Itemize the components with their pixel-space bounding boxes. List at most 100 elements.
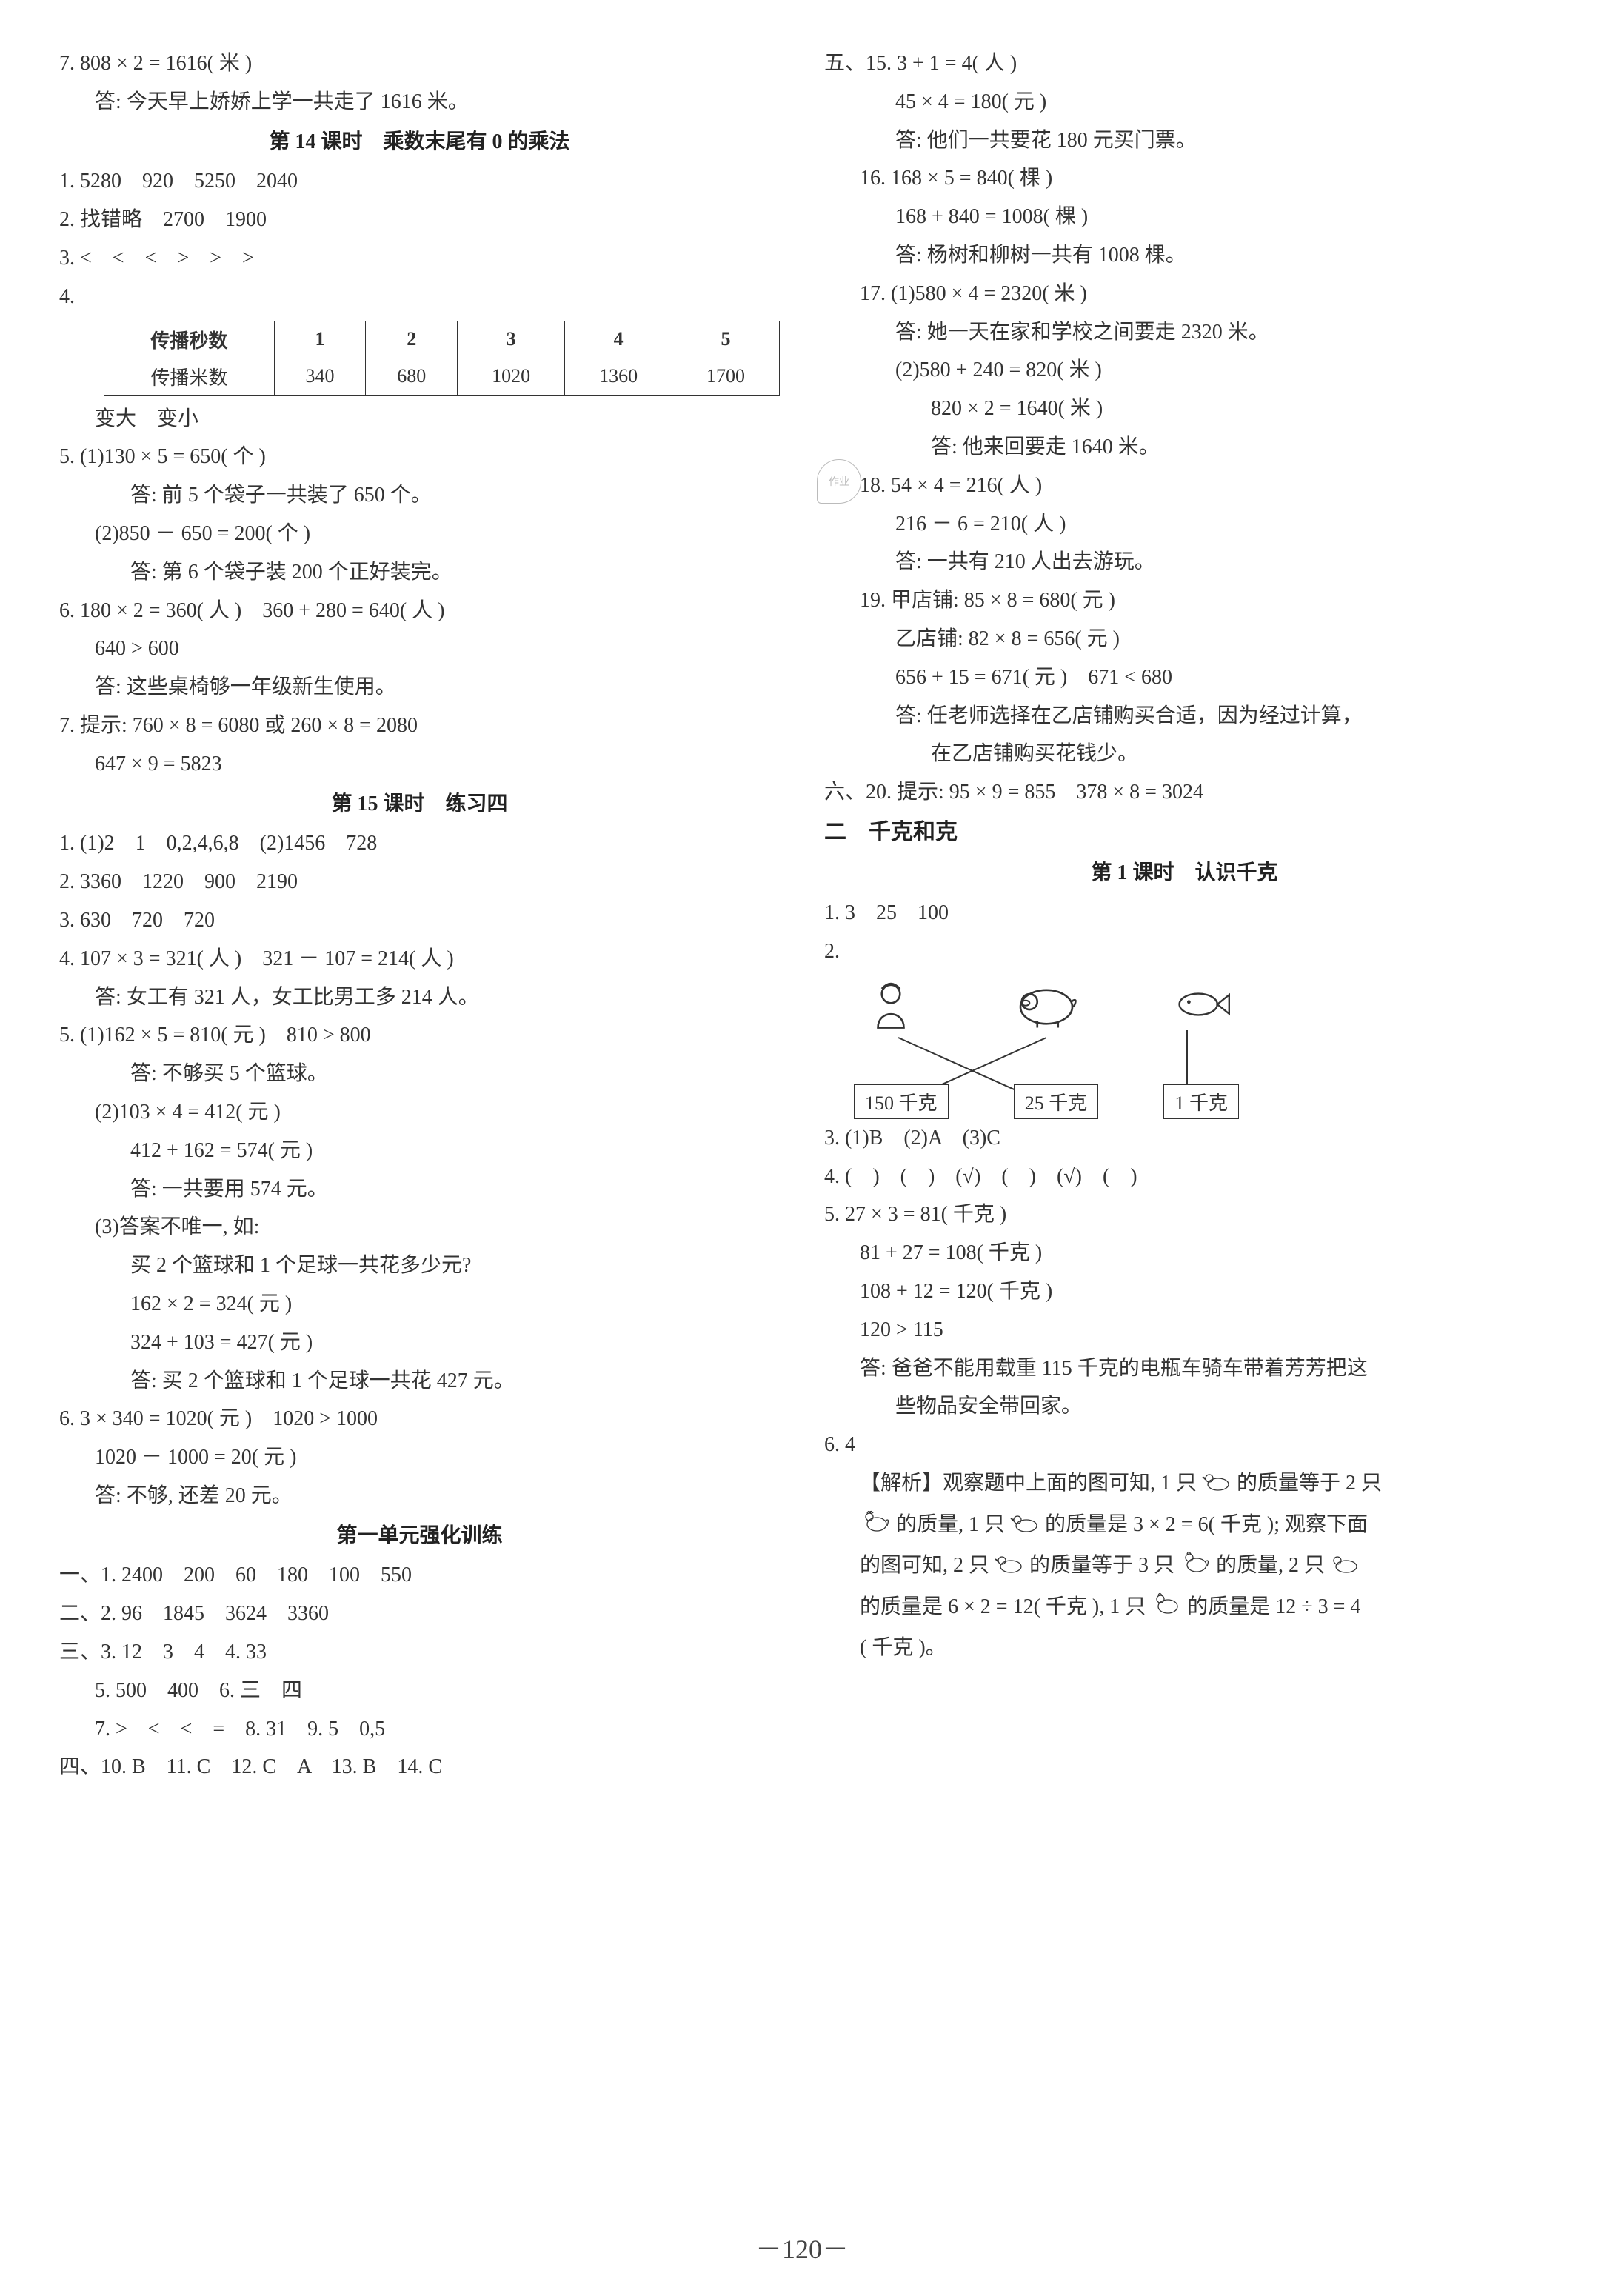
propagation-table: 传播秒数 1 2 3 4 5 传播米数 340 680 1020 1360 17… <box>104 321 780 396</box>
text-line: 4. ( ) ( ) (√) ( ) (√) ( ) <box>824 1158 1545 1196</box>
text-line: 答: 一共有 210 人出去游玩。 <box>824 543 1545 581</box>
text-line: 答: 今天早上娇娇上学一共走了 1616 米。 <box>59 83 780 121</box>
text-line: 答: 任老师选择在乙店铺购买合适，因为经过计算， <box>824 697 1545 735</box>
text-line: (2)580 + 240 = 820( 米 ) <box>824 351 1545 390</box>
text-line: 162 × 2 = 324( 元 ) <box>59 1285 780 1324</box>
lesson-1-title: 第 1 课时 认识千克 <box>824 854 1545 892</box>
text-line: 答: 他来回要走 1640 米。 <box>824 428 1545 467</box>
analysis-text: 的质量是 12 ÷ 3 = 4 <box>1187 1595 1360 1618</box>
text-line: 答: 一共要用 574 元。 <box>59 1170 780 1209</box>
table-cell: 1700 <box>672 358 780 395</box>
rooster-icon <box>1151 1588 1182 1629</box>
duck-icon <box>995 1546 1024 1588</box>
table-row: 传播米数 340 680 1020 1360 1700 <box>104 358 780 395</box>
text-line: 答: 他们一共要花 180 元买门票。 <box>824 121 1545 160</box>
text-line: 六、20. 提示: 95 × 9 = 855 378 × 8 = 3024 <box>824 773 1545 812</box>
weight-tag: 1 千克 <box>1163 1084 1239 1119</box>
unit-2-title: 二 千克和克 <box>824 812 1545 853</box>
text-line: 3. (1)B (2)A (3)C <box>824 1119 1545 1158</box>
text-line: 一、1. 2400 200 60 180 100 550 <box>59 1556 780 1595</box>
text-line: 168 + 840 = 1008( 棵 ) <box>824 198 1545 236</box>
rooster-icon <box>1180 1546 1211 1588</box>
text-line: 在乙店铺购买花钱少。 <box>824 735 1545 773</box>
text-line: 6. 4 <box>824 1426 1545 1464</box>
text-line: 答: 她一天在家和学校之间要走 2320 米。 <box>824 313 1545 352</box>
analysis-text: 的质量等于 3 只 <box>1029 1554 1174 1577</box>
text-line: 答: 前 5 个袋子一共装了 650 个。 <box>59 476 780 515</box>
table-cell: 1360 <box>565 358 672 395</box>
text-line: 7. 提示: 760 × 8 = 6080 或 260 × 8 = 2080 <box>59 707 780 745</box>
analysis-text: 的质量, 1 只 <box>896 1513 1005 1536</box>
text-line: 4. <box>59 278 780 316</box>
two-column-layout: 7. 808 × 2 = 1616( 米 ) 答: 今天早上娇娇上学一共走了 1… <box>59 44 1545 1786</box>
analysis-line: 的质量, 1 只 的质量是 3 × 2 = 6( 千克 ); 观察下面 <box>824 1506 1545 1547</box>
text-line: 答: 第 6 个袋子装 200 个正好装完。 <box>59 553 780 592</box>
table-cell: 2 <box>366 321 458 358</box>
text-line: 6. 180 × 2 = 360( 人 ) 360 + 280 = 640( 人… <box>59 592 780 630</box>
text-line: 5. 500 400 6. 三 四 <box>59 1672 780 1710</box>
text-line: 324 + 103 = 427( 元 ) <box>59 1324 780 1362</box>
table-cell: 340 <box>274 358 366 395</box>
duck-icon <box>1010 1506 1040 1547</box>
page-number: －120－ <box>0 2228 1604 2266</box>
table-row: 传播秒数 1 2 3 4 5 <box>104 321 780 358</box>
text-line: 乙店铺: 82 × 8 = 656( 元 ) <box>824 620 1545 658</box>
text-line: 答: 杨树和柳树一共有 1008 棵。 <box>824 236 1545 275</box>
duck-icon <box>1330 1546 1360 1588</box>
text-line: 5. (1)162 × 5 = 810( 元 ) 810 > 800 <box>59 1016 780 1055</box>
text-line: 3. 630 720 720 <box>59 901 780 940</box>
stamp-icon: 作业 <box>817 459 861 504</box>
text-line: 答: 爸爸不能用载重 115 千克的电瓶车骑车带着芳芳把这 <box>824 1349 1545 1388</box>
right-column: 五、15. 3 + 1 = 4( 人 ) 45 × 4 = 180( 元 ) 答… <box>824 44 1545 1786</box>
table-cell: 5 <box>672 321 780 358</box>
text-line: 变大 变小 <box>59 400 780 438</box>
text-line: (3)答案不唯一, 如: <box>59 1208 780 1247</box>
analysis-text: 的图可知, 2 只 <box>860 1554 989 1577</box>
text-line: 4. 107 × 3 = 321( 人 ) 321 － 107 = 214( 人… <box>59 940 780 978</box>
table-cell: 680 <box>366 358 458 395</box>
analysis-text: 的质量等于 2 只 <box>1237 1472 1382 1495</box>
analysis-line: ( 千克 )。 <box>824 1629 1545 1667</box>
text-line: 些物品安全带回家。 <box>824 1387 1545 1426</box>
text-line: 120 > 115 <box>824 1311 1545 1349</box>
text-line: 2. <box>824 932 1545 971</box>
text-line: 656 + 15 = 671( 元 ) 671 < 680 <box>824 658 1545 697</box>
text-line: 18. 54 × 4 = 216( 人 ) <box>824 467 1545 505</box>
text-line: 答: 女工有 321 人，女工比男工多 214 人。 <box>59 978 780 1017</box>
text-line: 四、10. B 11. C 12. C A 13. B 14. C <box>59 1748 780 1786</box>
text-line: 17. (1)580 × 4 = 2320( 米 ) <box>824 275 1545 313</box>
analysis-line: 【解析】观察题中上面的图可知, 1 只 的质量等于 2 只 <box>824 1464 1545 1506</box>
text-line: 1. 3 25 100 <box>824 894 1545 932</box>
text-line: 6. 3 × 340 = 1020( 元 ) 1020 > 1000 <box>59 1400 780 1438</box>
text-line: 108 + 12 = 120( 千克 ) <box>824 1272 1545 1311</box>
text-line: 5. 27 × 3 = 81( 千克 ) <box>824 1195 1545 1234</box>
text-line: 81 + 27 = 108( 千克 ) <box>824 1234 1545 1272</box>
analysis-text: 的质量是 3 × 2 = 6( 千克 ); 观察下面 <box>1045 1513 1368 1536</box>
matching-diagram: 150 千克 25 千克 1 千克 <box>854 971 1239 1119</box>
text-line: 二、2. 96 1845 3624 3360 <box>59 1595 780 1633</box>
text-line: 45 × 4 = 180( 元 ) <box>824 83 1545 121</box>
text-line: 640 > 600 <box>59 630 780 668</box>
text-line: 答: 买 2 个篮球和 1 个足球一共花 427 元。 <box>59 1362 780 1401</box>
duck-icon <box>1202 1464 1232 1506</box>
text-line: 1. 5280 920 5250 2040 <box>59 162 780 201</box>
analysis-text: 的质量是 6 × 2 = 12( 千克 ), 1 只 <box>860 1595 1146 1618</box>
text-line: 2. 找错略 2700 1900 <box>59 201 780 239</box>
unit-1-training-title: 第一单元强化训练 <box>59 1517 780 1555</box>
text-line: (2)850 － 650 = 200( 个 ) <box>59 515 780 553</box>
text-line: 5. (1)130 × 5 = 650( 个 ) <box>59 438 780 476</box>
text-line: 16. 168 × 5 = 840( 棵 ) <box>824 159 1545 198</box>
text-line: 1. (1)2 1 0,2,4,6,8 (2)1456 728 <box>59 824 780 863</box>
text-line: 买 2 个篮球和 1 个足球一共花多少元? <box>59 1247 780 1285</box>
text-line: 647 × 9 = 5823 <box>59 745 780 784</box>
table-cell: 传播秒数 <box>104 321 275 358</box>
text-line: 7. > < < = 8. 31 9. 5 0,5 <box>59 1710 780 1749</box>
text-line: 3. < < < > > > <box>59 239 780 278</box>
text-line: 216 － 6 = 210( 人 ) <box>824 505 1545 544</box>
text-line: 2. 3360 1220 900 2190 <box>59 863 780 901</box>
text-line: 答: 这些桌椅够一年级新生使用。 <box>59 668 780 707</box>
weight-tag: 150 千克 <box>854 1084 949 1119</box>
lesson-title-14: 第 14 课时 乘数末尾有 0 的乘法 <box>59 123 780 161</box>
text-line: 19. 甲店铺: 85 × 8 = 680( 元 ) <box>824 581 1545 620</box>
text-line: 三、3. 12 3 4 4. 33 <box>59 1633 780 1672</box>
